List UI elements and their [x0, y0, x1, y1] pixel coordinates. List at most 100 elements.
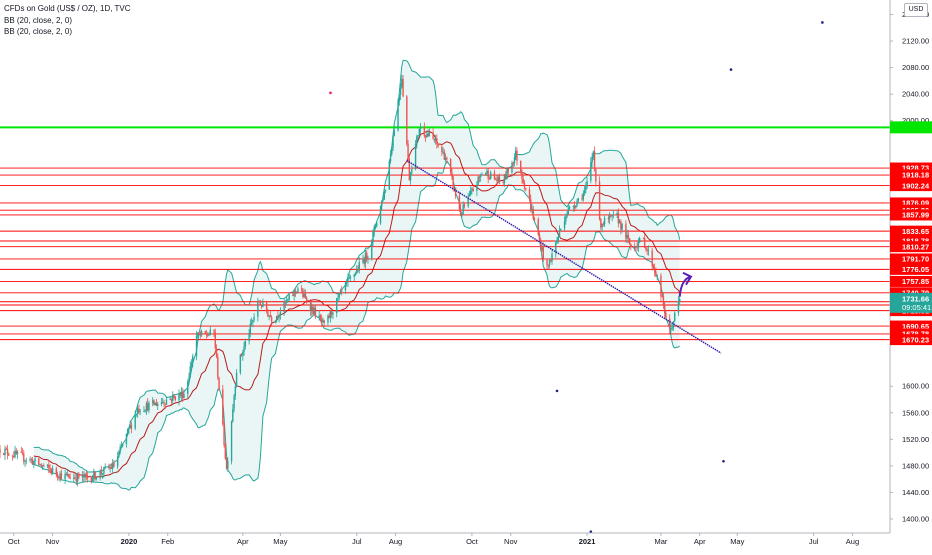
candle-body	[459, 208, 462, 216]
candle-body	[111, 463, 114, 469]
level-price-tag	[890, 253, 932, 265]
candle-body	[240, 354, 243, 356]
candle-body	[204, 331, 206, 334]
candle-body	[576, 200, 578, 206]
candle-body	[489, 172, 492, 180]
candle-body	[525, 187, 527, 190]
candle-body	[20, 451, 22, 453]
candle-body	[486, 170, 488, 173]
candle-body	[319, 315, 322, 319]
candle-body	[328, 315, 330, 318]
candle-body	[332, 313, 334, 315]
candle-body	[74, 477, 76, 479]
candle-body	[233, 395, 235, 410]
currency-badge[interactable]: USD	[904, 3, 928, 17]
level-price-label: 1776.05	[902, 265, 929, 274]
candle-body	[323, 320, 325, 323]
candle-body	[496, 179, 498, 182]
candle-body	[505, 174, 507, 179]
candle-body	[384, 189, 387, 191]
candle-body	[143, 410, 145, 412]
candle-body	[23, 453, 25, 462]
candle-body	[582, 192, 585, 200]
candle-body	[364, 252, 367, 264]
candle-body	[174, 396, 176, 401]
candle-body	[277, 315, 279, 318]
candle-body	[242, 351, 244, 356]
candle-body	[217, 356, 219, 378]
candle-body	[304, 293, 307, 298]
candle-body	[349, 276, 352, 278]
candle-body	[165, 399, 168, 405]
level-price-tag	[890, 225, 932, 237]
candle-body	[488, 178, 491, 180]
candle-body	[652, 266, 655, 269]
candle-body	[145, 403, 148, 411]
candle-body	[557, 236, 559, 241]
candle-body	[110, 467, 113, 469]
candle-body	[558, 230, 561, 237]
candle-body	[637, 242, 640, 248]
candle-body	[178, 393, 180, 401]
candle-body	[478, 176, 481, 178]
candle-body	[441, 146, 443, 153]
last-price-tag	[890, 292, 932, 313]
candle-body	[66, 474, 69, 476]
legend-title: CFDs on Gold (US$ / OZ), 1D, TVC	[4, 4, 131, 13]
level-price-tag	[890, 162, 932, 174]
candle-body	[14, 450, 16, 457]
candle-body	[677, 301, 680, 313]
candle-body	[628, 238, 631, 245]
candle-body	[104, 466, 106, 468]
x-tick-label: Oct	[8, 537, 21, 546]
candle-body	[645, 247, 647, 250]
candle-body	[284, 301, 287, 303]
level-price-tag	[890, 263, 932, 275]
candle-body	[461, 213, 463, 216]
candle-body	[357, 268, 359, 271]
candle-body	[163, 402, 165, 404]
candle-body	[310, 306, 313, 311]
candle-body	[621, 223, 623, 230]
candle-body	[223, 423, 225, 446]
candle-body	[546, 258, 548, 266]
candle-body	[493, 172, 496, 179]
forecast-arrow	[678, 275, 692, 297]
x-tick-label: May	[730, 537, 744, 546]
candle-body	[25, 460, 27, 462]
candle-body	[243, 346, 245, 352]
candle-body	[463, 204, 466, 207]
candle-body	[31, 459, 34, 465]
candle-body	[81, 474, 84, 478]
candle-body	[426, 133, 428, 138]
candle-body	[85, 473, 88, 477]
candle-body	[620, 221, 622, 230]
candle-body	[125, 433, 128, 445]
candle-body	[6, 448, 9, 455]
candle-body	[297, 288, 299, 293]
candle-body	[4, 448, 6, 455]
candle-body	[638, 237, 641, 243]
candle-body	[262, 302, 264, 307]
candle-body	[573, 206, 576, 208]
candle-body	[601, 224, 603, 228]
y-tick-label: 2040.00	[902, 90, 929, 99]
candle-body	[379, 205, 382, 224]
level-price-label: 1670.23	[902, 335, 929, 344]
candle-body	[339, 290, 342, 294]
candle-body	[208, 334, 210, 336]
candle-body	[409, 172, 412, 181]
candle-body	[235, 372, 238, 387]
candle-body	[600, 219, 602, 228]
candle-body	[381, 200, 383, 206]
candle-body	[567, 208, 569, 214]
candle-body	[347, 278, 349, 282]
candle-body	[86, 476, 89, 479]
candle-body	[265, 302, 268, 312]
candle-body	[502, 182, 504, 183]
candle-body	[283, 301, 285, 313]
candle-body	[24, 460, 26, 462]
level-price-label: 1810.27	[902, 242, 929, 251]
